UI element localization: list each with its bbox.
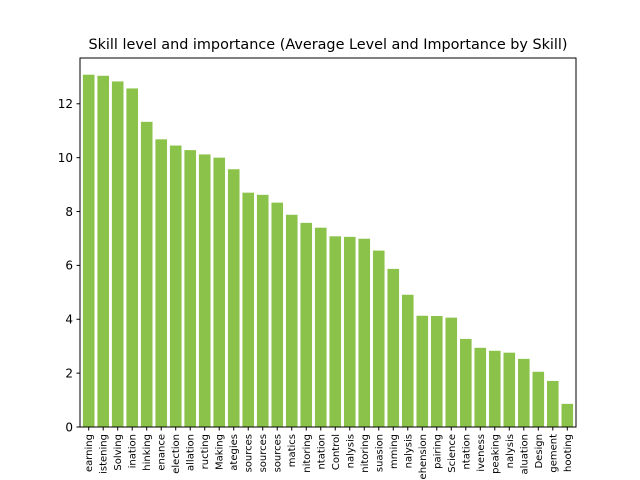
bar xyxy=(140,121,153,427)
y-tick-label: 0 xyxy=(65,420,73,434)
bar xyxy=(314,227,327,427)
bar xyxy=(401,294,414,427)
bar xyxy=(416,315,429,427)
bar xyxy=(445,317,458,427)
plot-area-frame xyxy=(79,57,577,428)
x-tick-label: ructing xyxy=(200,434,211,469)
x-tick-label: sources xyxy=(273,434,284,472)
y-tick-label: 10 xyxy=(58,151,73,165)
bar xyxy=(459,338,472,427)
x-tick-label: ehension xyxy=(418,434,429,479)
x-tick-label: matics xyxy=(287,434,298,467)
bar xyxy=(561,403,574,427)
bar xyxy=(271,202,284,427)
x-tick-label: enance xyxy=(157,434,168,471)
bar xyxy=(387,268,400,427)
x-tick-label: pairing xyxy=(432,434,443,469)
bars-group xyxy=(82,74,574,428)
x-tick-label: earning xyxy=(84,434,95,472)
bar xyxy=(430,316,443,427)
bar xyxy=(517,358,530,427)
x-tick-label: nitoring xyxy=(302,434,313,473)
bar xyxy=(227,169,240,428)
bar xyxy=(242,192,255,427)
bar xyxy=(198,154,211,428)
x-tick-label: Science xyxy=(447,434,458,473)
x-tick-label: peaking xyxy=(490,434,501,474)
x-tick-label: allation xyxy=(186,434,197,471)
y-axis: 0 2 4 6 8 10 12 xyxy=(58,97,80,434)
x-tick-label: hooting xyxy=(563,434,574,472)
y-tick-label: 6 xyxy=(65,259,73,273)
bar xyxy=(343,236,356,427)
bar xyxy=(169,145,182,428)
x-tick-label: ntation xyxy=(461,434,472,470)
x-tick-label: iveness xyxy=(476,434,487,472)
x-tick-label: Making xyxy=(215,434,226,470)
x-tick-label: sources xyxy=(244,434,255,472)
bar xyxy=(532,371,545,427)
x-tick-label: ination xyxy=(128,434,139,468)
x-tick-label: Design xyxy=(534,434,545,469)
y-tick-label: 2 xyxy=(65,366,73,380)
bar xyxy=(372,250,385,427)
bar xyxy=(474,347,487,427)
bar xyxy=(126,88,139,427)
x-tick-label: nitoring xyxy=(360,434,371,473)
chart-title: Skill level and importance (Average Leve… xyxy=(88,37,567,53)
bar xyxy=(213,157,226,427)
bar xyxy=(503,352,516,427)
x-tick-label: nalysis xyxy=(345,434,356,468)
x-tick-label: sources xyxy=(258,434,269,472)
x-tick-label: ntation xyxy=(316,434,327,470)
x-tick-label: election xyxy=(171,434,182,474)
bar xyxy=(97,75,109,427)
x-tick-label: nalysis xyxy=(505,434,516,468)
x-axis: earning istening Solving ination hinking enan… xyxy=(84,427,574,479)
x-tick-label: mming xyxy=(389,434,400,469)
x-tick-label: gement xyxy=(548,434,559,473)
y-tick-label: 4 xyxy=(65,313,73,327)
y-tick-label: 8 xyxy=(65,205,73,219)
bar xyxy=(285,214,298,427)
x-tick-label: ategies xyxy=(229,434,240,471)
x-tick-label: Control xyxy=(331,434,342,470)
x-tick-label: nalysis xyxy=(403,434,414,468)
bar xyxy=(488,350,501,427)
x-tick-label: suasion xyxy=(374,434,385,472)
y-tick-label: 12 xyxy=(58,97,73,111)
bar xyxy=(82,74,95,427)
bar xyxy=(184,150,197,427)
bar xyxy=(546,380,559,427)
x-tick-label: hinking xyxy=(142,434,153,471)
bar xyxy=(329,236,342,427)
bar xyxy=(256,194,269,427)
bar xyxy=(300,222,313,427)
bar xyxy=(155,139,168,427)
x-tick-label: istening xyxy=(99,434,110,474)
x-tick-label: aluation xyxy=(519,434,530,475)
bar xyxy=(111,81,124,428)
bar xyxy=(358,238,371,427)
x-tick-label: Solving xyxy=(113,434,124,471)
